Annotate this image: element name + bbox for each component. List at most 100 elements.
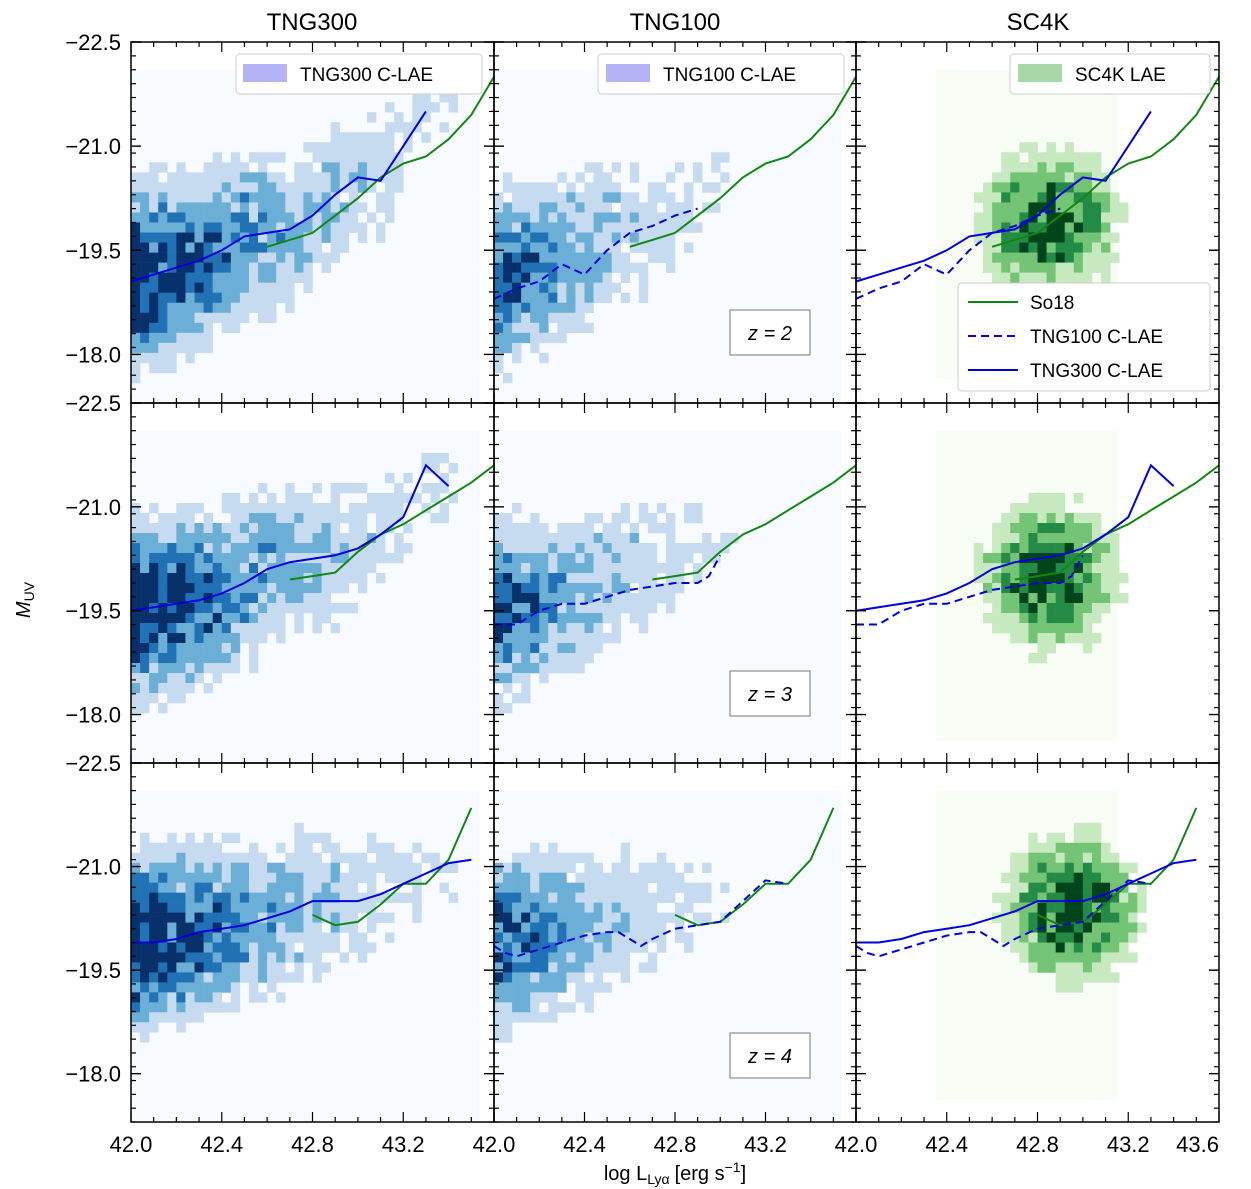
heatmap-cell (239, 902, 250, 913)
heatmap-cell (1055, 222, 1066, 233)
heatmap-cell (1137, 892, 1147, 903)
heatmap-cell (584, 212, 594, 223)
heatmap-cell (357, 202, 368, 213)
heatmap-cell (185, 342, 195, 354)
heatmap-cell (185, 842, 195, 854)
heatmap-cell (167, 362, 177, 374)
heatmap-cell (330, 922, 341, 933)
heatmap-cell (330, 503, 341, 514)
heatmap-cell (702, 862, 712, 873)
heatmap-cell (557, 272, 567, 283)
heatmap-cell (629, 262, 640, 273)
heatmap-cell (312, 222, 322, 233)
heatmap-cell (1101, 533, 1111, 544)
heatmap-cell (584, 653, 594, 664)
heatmap-cell (593, 643, 603, 654)
heatmap-cell (1064, 872, 1075, 883)
heatmap-cell (203, 533, 213, 544)
heatmap-cell (503, 172, 513, 183)
heatmap-cell (647, 593, 658, 604)
heatmap-cell (1091, 852, 1102, 864)
heatmap-cell (185, 292, 195, 304)
heatmap-cell (185, 192, 195, 203)
heatmap-cell (248, 272, 259, 283)
heatmap-cell (330, 162, 341, 173)
heatmap-cell (1010, 523, 1020, 534)
heatmap-cell (1110, 872, 1120, 883)
heatmap-cell (394, 513, 404, 524)
heatmap-cell (548, 312, 558, 324)
heatmap-cell (992, 262, 1002, 273)
heatmap-cell (566, 653, 576, 664)
heatmap-cell (285, 972, 295, 983)
heatmap-cell (321, 942, 331, 953)
series-line-so18 (652, 464, 857, 581)
heatmap-cell (665, 523, 676, 534)
heatmap-cell (212, 272, 223, 283)
heatmap-cell (1019, 862, 1029, 873)
heatmap-cell (230, 162, 241, 173)
heatmap-cell (131, 262, 141, 273)
heatmap-cell (230, 932, 241, 943)
heatmap-cell (158, 332, 168, 344)
heatmap-cell (1101, 882, 1111, 893)
heatmap-cell (294, 182, 304, 193)
heatmap-cell (1001, 543, 1011, 554)
heatmap-cell (185, 212, 195, 223)
heatmap-cell (1064, 242, 1075, 253)
heatmap-cell (593, 252, 603, 263)
heatmap-cell (339, 172, 350, 183)
heatmap-cell (521, 322, 531, 334)
heatmap-cell (1082, 212, 1093, 223)
heatmap-cell (412, 842, 422, 854)
legend-label-tng300-line: TNG300 C-LAE (1030, 361, 1163, 382)
heatmap-cell (194, 312, 204, 324)
heatmap-cell (330, 242, 341, 253)
heatmap-cell (1082, 922, 1093, 933)
heatmap-cell (394, 862, 404, 873)
heatmap-cell (973, 543, 984, 554)
heatmap-cell (1046, 493, 1056, 504)
heatmap-cell (1073, 152, 1084, 163)
heatmap-cell (566, 643, 576, 654)
heatmap-cell (258, 972, 268, 983)
heatmap-cell (494, 1032, 504, 1043)
heatmap-cell (1037, 623, 1047, 634)
heatmap-cell (357, 142, 368, 153)
heatmap-cell (167, 272, 177, 283)
heatmap-cell (1028, 842, 1038, 854)
heatmap-cell (684, 192, 694, 203)
heatmap-cell (593, 162, 603, 173)
heatmap-cell (1019, 533, 1029, 544)
heatmap-cell (611, 623, 621, 634)
heatmap-cell (185, 543, 195, 554)
heatmap-cell (167, 603, 177, 614)
heatmap-layer (131, 70, 1147, 1122)
heatmap-cell (611, 162, 621, 173)
heatmap-cell (530, 872, 540, 883)
heatmap-cell (665, 603, 676, 614)
heatmap-cell (983, 212, 993, 223)
x-tick-label: 43.2 (1107, 1132, 1150, 1157)
heatmap-cell (276, 603, 286, 614)
heatmap-cell (140, 252, 150, 263)
y-axis-label: MUV (13, 581, 37, 618)
heatmap-cell (494, 1022, 504, 1033)
heatmap-cell (439, 122, 449, 133)
heatmap-cell (665, 593, 676, 604)
heatmap-cell (167, 623, 177, 634)
heatmap-cell (512, 563, 522, 574)
heatmap-cell (149, 942, 159, 953)
heatmap-cell (248, 872, 259, 883)
heatmap-cell (1119, 593, 1129, 604)
heatmap-cell (385, 892, 395, 903)
heatmap-cell (167, 1002, 177, 1013)
heatmap-cell (394, 503, 404, 514)
heatmap-cell (494, 352, 504, 364)
heatmap-cell (575, 222, 585, 233)
heatmap-cell (239, 623, 250, 634)
heatmap-cell (131, 932, 141, 943)
heatmap-cell (294, 892, 304, 903)
heatmap-cell (430, 453, 440, 464)
heatmap-cell (203, 613, 213, 624)
